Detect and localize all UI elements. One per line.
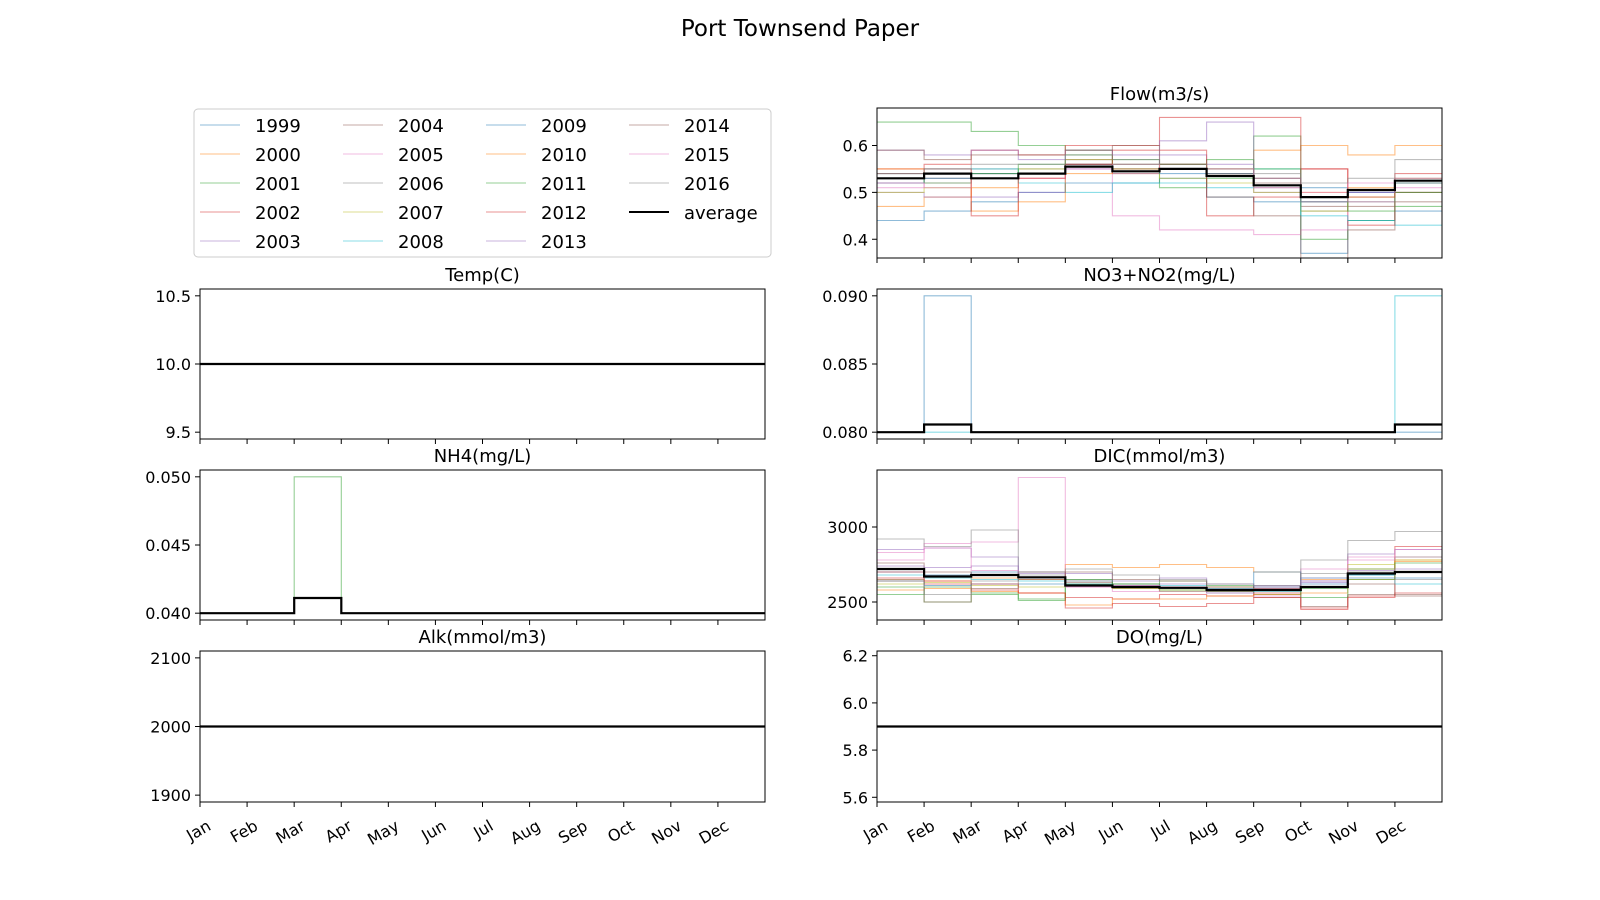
x-tick-label-Sep: Sep [1232,816,1268,848]
axes-frame [876,288,1443,440]
chart-flow-m3-s: Flow(m3/s) 0.4 0.5 0.6 [843,84,1443,263]
x-tick-label-Jul: Jul [469,816,496,843]
x-tick-label-Aug: Aug [507,816,544,848]
series-line-average [877,567,1442,592]
legend-label-2008: 2008 [398,232,444,253]
legend-label-2006: 2006 [398,174,444,195]
legend-label-2010: 2010 [541,145,587,166]
y-tick-label: 0.045 [145,536,191,555]
series-line-2008 [877,295,1442,433]
x-tick-label-Nov: Nov [648,816,685,848]
x-tick-label-Dec: Dec [696,816,732,848]
figure-title: Port Townsend Paper [681,16,920,42]
series-group [877,476,1442,611]
y-tick-label: 0.4 [843,230,868,249]
x-tick-label-Jul: Jul [1146,816,1173,843]
chart-title: DO(mg/L) [1116,627,1203,648]
series-line-average [200,596,765,615]
legend-label-2016: 2016 [684,174,730,195]
y-tick-label: 5.8 [843,741,868,760]
x-tick-label-Feb: Feb [227,816,261,847]
chart-no3-no2-mg-l: NO3+NO2(mg/L) 0.080 0.085 0.090 [822,265,1443,444]
x-tick-label-Nov: Nov [1325,816,1362,848]
y-tick-label: 2500 [827,593,868,612]
chart-title: Flow(m3/s) [1110,84,1210,105]
legend-label-2001: 2001 [255,174,301,195]
series-line-1999 [877,295,1442,433]
legend-label-1999: 1999 [255,116,301,137]
x-tick-label-Jun: Jun [1094,816,1126,845]
chart-title: Temp(C) [444,265,520,286]
legend-label-2000: 2000 [255,145,301,166]
chart-title: DIC(mmol/m3) [1094,446,1226,467]
x-tick-label-Feb: Feb [904,816,938,847]
y-tick-label: 5.6 [843,788,868,807]
y-tick-label: 0.050 [145,468,191,487]
x-tick-label-May: May [1041,816,1079,849]
chart-nh4-mg-l: NH4(mg/L) 0.040 0.045 0.050 [145,446,766,625]
series-group [200,476,765,615]
x-tick-label-Apr: Apr [999,816,1033,847]
legend-label-2013: 2013 [541,232,587,253]
y-tick-label: 3000 [827,518,868,537]
legend-label-2014: 2014 [684,116,730,137]
series-line-2008 [877,168,1442,226]
y-tick-label: 0.085 [822,355,868,374]
x-tick-label-Jun: Jun [417,816,449,845]
legend: 1999 2000 2001 2002 2003 2004 2005 2006 2007 2008… [193,108,772,258]
x-tick-label-Sep: Sep [555,816,591,848]
chart-alk-mmol-m3: Alk(mmol/m3) 1900 2000 2100 Jan Feb Mar Apr May J… [150,627,766,849]
legend-label-2015: 2015 [684,145,730,166]
chart-do-mg-l: DO(mg/L) 5.6 5.8 6.0 6.2 Jan Feb Mar Apr May Jun Ju… [843,627,1443,849]
chart-dic-mmol-m3: DIC(mmol/m3) 2500 3000 [827,446,1443,625]
y-tick-label: 1900 [150,786,191,805]
legend-label-2005: 2005 [398,145,444,166]
y-tick-label: 2100 [150,649,191,668]
y-tick-label: 0.5 [843,183,868,202]
y-tick-label: 0.040 [145,604,191,623]
axes-frame [199,469,766,621]
legend-label-2007: 2007 [398,203,444,224]
y-tick-label: 9.5 [166,423,191,442]
legend-label-2011: 2011 [541,174,587,195]
x-tick-label-Jan: Jan [182,816,214,845]
y-tick-label: 10.0 [155,355,191,374]
x-tick-label-Mar: Mar [950,816,986,848]
x-tick-label-Dec: Dec [1373,816,1409,848]
x-tick-label-Jan: Jan [859,816,891,845]
y-tick-label: 2000 [150,718,191,737]
legend-label-2003: 2003 [255,232,301,253]
series-line-average [877,165,1442,199]
legend-frame [193,108,772,258]
x-tick-label-Oct: Oct [604,816,637,846]
x-tick-label-May: May [364,816,402,849]
y-tick-label: 10.5 [155,287,191,306]
y-tick-label: 6.2 [843,647,868,666]
series-line-2011 [200,476,765,614]
x-tick-label-Oct: Oct [1281,816,1314,846]
legend-label-2009: 2009 [541,116,587,137]
legend-label-2004: 2004 [398,116,444,137]
x-tick-label-Apr: Apr [322,816,356,847]
x-tick-label-Mar: Mar [273,816,309,848]
legend-label-2002: 2002 [255,203,301,224]
series-line-2016 [877,154,1442,184]
chart-title: Alk(mmol/m3) [419,627,547,648]
y-tick-label: 0.090 [822,287,868,306]
legend-label-2012: 2012 [541,203,587,224]
y-tick-label: 6.0 [843,694,868,713]
y-tick-label: 0.6 [843,137,868,156]
chart-temp-c: Temp(C) 9.5 10.0 10.5 [155,265,766,444]
legend-label-average: average [684,203,758,224]
series-line-2015 [877,163,1442,193]
series-group [877,295,1442,434]
series-group [877,116,1442,258]
y-tick-label: 0.080 [822,423,868,442]
series-line-average [877,423,1442,434]
x-tick-label-Aug: Aug [1184,816,1221,848]
chart-title: NH4(mg/L) [434,446,532,467]
chart-title: NO3+NO2(mg/L) [1083,265,1235,286]
